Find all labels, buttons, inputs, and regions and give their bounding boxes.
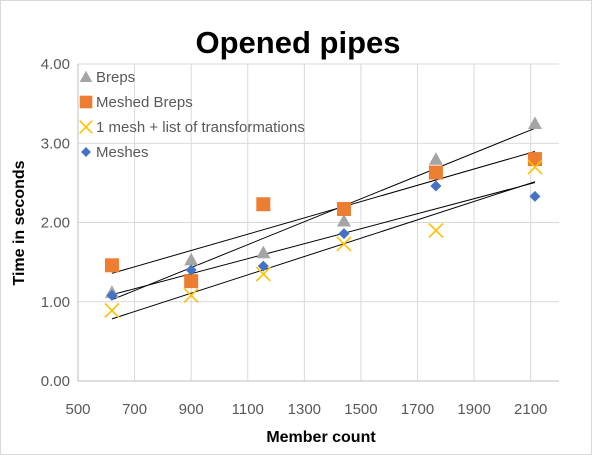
trendline (111, 182, 536, 296)
legend-label: Meshes (96, 144, 149, 161)
data-point-stroke (255, 266, 271, 282)
data-point (336, 213, 351, 227)
data-point (338, 228, 350, 240)
legend-marker (79, 95, 93, 109)
trendline (111, 150, 536, 274)
legend-marker (81, 147, 91, 157)
data-point-stroke (104, 302, 120, 319)
y-tick-label: 4.00 (41, 56, 70, 73)
legend-label: 1 mesh + list of transformations (96, 119, 305, 136)
trendlines (111, 127, 536, 320)
data-point (430, 180, 442, 192)
data-point-stroke (527, 159, 543, 175)
data-point (255, 266, 271, 282)
data-point (104, 302, 120, 319)
x-tick-label: 1700 (401, 401, 434, 418)
y-tick-label: 2.00 (41, 215, 70, 232)
data-point-stroke (183, 287, 199, 303)
data-point (106, 289, 118, 301)
data-point-stroke (336, 236, 352, 252)
x-tick-label: 500 (65, 401, 90, 418)
trendline (111, 181, 536, 320)
data-point (185, 264, 197, 276)
x-tick-label: 1500 (344, 401, 377, 418)
x-tick-label: 1300 (288, 401, 321, 418)
chart-title: Opened pipes (196, 25, 401, 60)
x-tick-label: 2100 (514, 401, 547, 418)
data-point (527, 159, 543, 175)
data-point (428, 165, 443, 180)
y-tick-label: 0.00 (41, 373, 70, 390)
y-tick-label: 3.00 (41, 135, 70, 152)
data-point (336, 202, 351, 217)
data-point (428, 222, 444, 238)
legend-marker-stroke (79, 120, 93, 134)
legend: Breps Meshed Breps 1 mesh + list of transf… (79, 69, 305, 161)
x-tick-label: 1900 (457, 401, 490, 418)
data-point (527, 152, 542, 167)
data-point (184, 252, 199, 266)
data-point (527, 116, 542, 130)
data-point (428, 152, 443, 165)
data-point (529, 190, 541, 202)
gridlines (78, 63, 559, 381)
data-point (183, 287, 199, 303)
data-point (336, 236, 352, 252)
axes (77, 64, 559, 382)
legend-label: Breps (96, 69, 135, 86)
data-point (184, 274, 199, 289)
x-tick-label: 1100 (232, 401, 264, 418)
data-points (104, 116, 543, 319)
y-tick-label: 1.00 (41, 294, 70, 311)
x-tick-label: 700 (122, 401, 147, 418)
data-point (257, 260, 269, 272)
legend-label: Meshed Breps (96, 94, 193, 111)
legend-marker (79, 70, 93, 83)
x-axis-title: Member count (266, 429, 376, 446)
x-tick-label: 900 (179, 401, 204, 418)
legend-marker (79, 120, 93, 134)
tick-labels: 0.00 1.00 2.00 3.00 4.00 500 700 900 1100 1300 150… (41, 56, 548, 418)
data-point (104, 258, 119, 273)
trendline (111, 127, 536, 301)
data-point (256, 197, 271, 212)
data-point-stroke (428, 222, 444, 238)
data-point (256, 245, 271, 259)
y-axis-title: Time in seconds (11, 160, 28, 285)
